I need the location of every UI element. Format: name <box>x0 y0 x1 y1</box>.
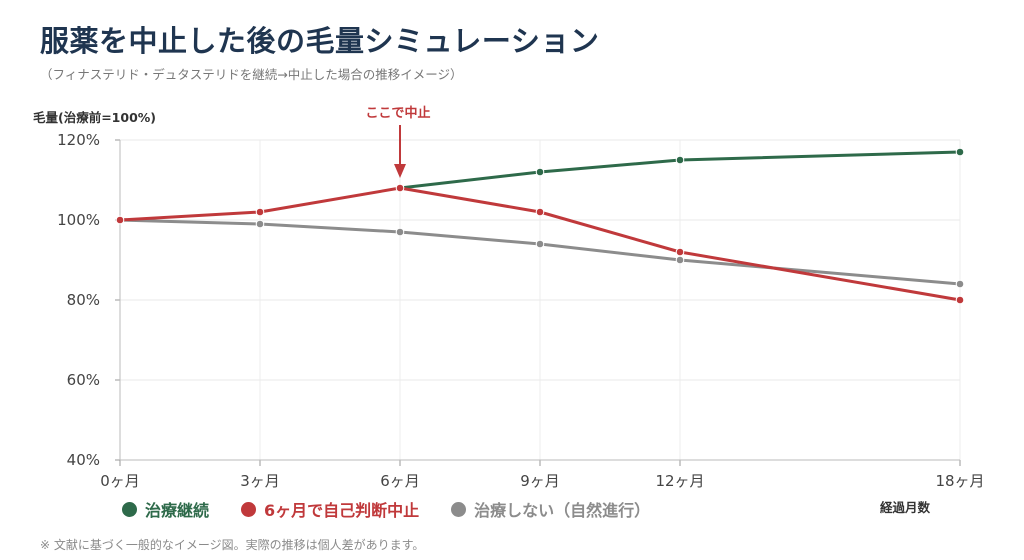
y-tick-label: 80% <box>67 291 100 309</box>
legend-item: 6ヶ月で自己判断中止 <box>241 497 419 521</box>
data-point <box>675 255 685 265</box>
chart-legend: 治療継続 6ヶ月で自己判断中止 治療しない（自然進行） <box>122 497 650 521</box>
legend-label: 6ヶ月で自己判断中止 <box>264 501 420 520</box>
y-tick-labels: 40% 60% 80% 100% 120% <box>57 131 100 469</box>
data-point <box>955 295 965 305</box>
legend-swatch <box>122 501 137 517</box>
data-point <box>675 247 685 257</box>
series-line-0 <box>398 150 962 190</box>
data-point <box>535 167 545 177</box>
series-line-2 <box>118 186 962 302</box>
data-point <box>395 183 405 193</box>
x-tick-label: 3ヶ月 <box>240 472 280 490</box>
data-point <box>395 227 405 237</box>
annotation-arrow-head <box>394 164 406 178</box>
x-axis-label: 経過月数 <box>880 500 931 515</box>
x-tick-label: 18ヶ月 <box>935 472 984 490</box>
x-tick-label: 12ヶ月 <box>655 472 704 490</box>
data-point <box>535 207 545 217</box>
y-tick-label: 60% <box>67 371 100 389</box>
data-point <box>115 215 125 225</box>
data-point <box>955 279 965 289</box>
chart-annotations: ここで中止 <box>365 105 431 178</box>
page-subtitle: （フィナステリド・デュタステリドを継続→中止した場合の推移イメージ） <box>40 67 463 82</box>
x-tick-label: 9ヶ月 <box>520 472 560 490</box>
footnote: ※ 文献に基づく一般的なイメージ図。実際の推移は個人差があります。 <box>40 538 425 552</box>
legend-label: 治療継続 <box>145 501 210 520</box>
x-tick-labels: 0ヶ月 3ヶ月 6ヶ月 9ヶ月 12ヶ月 18ヶ月 <box>100 472 984 490</box>
series-line-1 <box>118 218 962 286</box>
y-axis-label: 毛量(治療前=100%) <box>33 110 157 125</box>
data-point <box>535 239 545 249</box>
x-tick-label: 6ヶ月 <box>380 472 420 490</box>
legend-label: 治療しない（自然進行） <box>474 501 651 520</box>
y-tick-label: 40% <box>67 451 100 469</box>
data-point <box>675 155 685 165</box>
chart-grid <box>115 139 961 466</box>
x-tick-label: 0ヶ月 <box>100 472 140 490</box>
data-point <box>255 219 265 229</box>
data-point <box>255 207 265 217</box>
data-point <box>955 147 965 157</box>
legend-item: 治療しない（自然進行） <box>451 497 650 521</box>
legend-swatch <box>451 501 467 517</box>
legend-swatch <box>241 501 257 517</box>
y-tick-label: 120% <box>57 131 100 149</box>
y-tick-label: 100% <box>57 211 100 229</box>
chart-series <box>115 147 965 305</box>
legend-item: 治療継続 <box>122 497 209 521</box>
annotation-label: ここで中止 <box>365 105 430 121</box>
page-title: 服薬を中止した後の毛量シミュレーション <box>40 24 600 58</box>
